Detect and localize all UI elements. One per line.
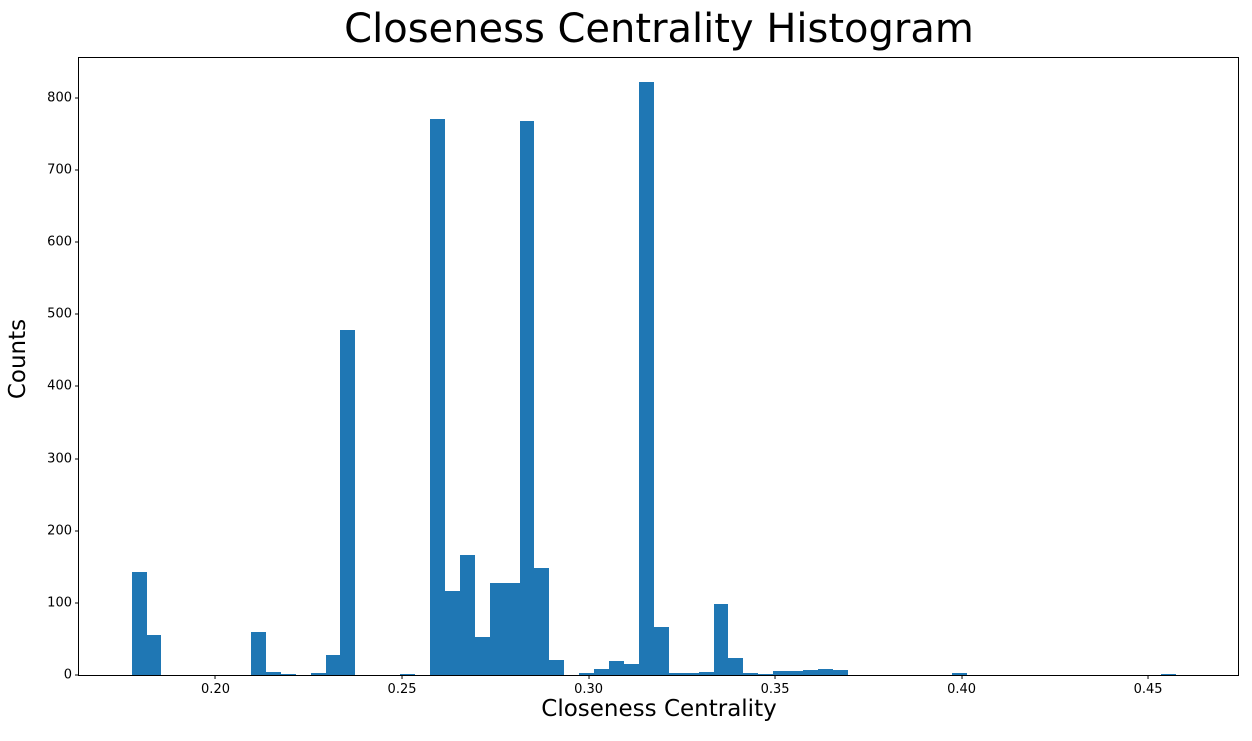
histogram-bar <box>788 671 804 675</box>
x-tick: 0.20 <box>201 675 230 697</box>
x-tick-label: 0.35 <box>760 682 790 697</box>
histogram-bar <box>265 672 281 675</box>
x-tick: 0.35 <box>761 675 790 697</box>
histogram-bar <box>146 635 162 675</box>
x-tick-label: 0.40 <box>947 682 977 697</box>
y-tick-label: 600 <box>47 234 72 250</box>
y-tick-label: 500 <box>47 306 72 322</box>
x-tick-label: 0.20 <box>201 682 230 697</box>
histogram-bar <box>609 660 624 675</box>
histogram-bar <box>832 669 848 675</box>
histogram-bar <box>579 672 595 675</box>
y-tick: 200 <box>47 523 79 538</box>
histogram-bar <box>534 568 550 675</box>
x-tick-mark <box>961 675 963 679</box>
x-tick-label: 0.25 <box>387 682 417 697</box>
y-tick-label: 0 <box>63 667 72 683</box>
histogram-bar <box>504 583 520 675</box>
y-tick: 800 <box>47 90 79 105</box>
y-tick-mark <box>75 530 79 532</box>
histogram-bar <box>519 120 535 675</box>
histogram-bar <box>817 669 833 675</box>
chart-title: Closeness Centrality Histogram <box>344 6 974 52</box>
histogram-bar <box>683 672 699 675</box>
histogram-bar <box>444 590 460 675</box>
histogram-bar <box>952 672 968 675</box>
y-tick-mark <box>75 385 79 387</box>
histogram-bar <box>728 658 744 675</box>
y-tick-mark <box>75 97 79 99</box>
histogram-bar <box>430 119 445 675</box>
histogram-bar <box>131 571 147 675</box>
x-tick-label: 0.45 <box>1133 682 1163 697</box>
x-tick-label: 0.30 <box>574 682 604 697</box>
histogram-bar <box>803 669 818 675</box>
y-tick: 400 <box>47 379 79 394</box>
x-tick: 0.45 <box>1134 675 1163 697</box>
y-tick-label: 100 <box>47 595 72 611</box>
histogram-bar <box>340 330 356 675</box>
histogram-bar <box>250 631 266 675</box>
x-tick: 0.40 <box>947 675 976 697</box>
histogram-bar <box>653 627 669 675</box>
histogram-bar <box>743 672 759 675</box>
x-tick-mark <box>588 675 590 679</box>
y-tick: 100 <box>47 595 79 610</box>
histogram-bar <box>668 672 684 675</box>
histogram-bar <box>1161 673 1177 675</box>
x-tick: 0.25 <box>388 675 417 697</box>
histogram-bar <box>773 671 789 675</box>
y-tick-label: 200 <box>47 523 72 539</box>
histogram-bar <box>489 583 505 675</box>
histogram-bar <box>459 555 475 675</box>
y-tick-mark <box>75 169 79 171</box>
y-tick-mark <box>75 602 79 604</box>
histogram-bar <box>280 673 296 675</box>
y-axis-label: Counts <box>5 318 31 400</box>
histogram-bar <box>549 659 565 675</box>
y-tick-label: 300 <box>47 451 72 467</box>
y-tick-label: 800 <box>47 90 72 106</box>
histogram-bar <box>474 636 490 675</box>
y-tick-label: 700 <box>47 162 72 178</box>
x-axis-label: Closeness Centrality <box>541 696 777 722</box>
histogram-bar <box>713 604 729 675</box>
histogram-bar <box>594 669 610 675</box>
y-tick: 300 <box>47 451 79 466</box>
y-tick: 500 <box>47 307 79 322</box>
histogram-bar <box>623 664 639 675</box>
y-tick-mark <box>75 458 79 460</box>
histogram-bar <box>758 673 774 675</box>
histogram-bar <box>310 672 326 675</box>
y-tick-mark <box>75 241 79 243</box>
x-tick-mark <box>1147 675 1149 679</box>
y-tick: 700 <box>47 162 79 177</box>
plot-area: 0.20 0.25 0.30 0.35 0.40 0.45 0 100 200 300 400 50… <box>47 57 1239 697</box>
histogram-bar <box>325 654 341 675</box>
histogram-bar <box>638 81 654 675</box>
x-tick: 0.30 <box>574 675 603 697</box>
x-tick-mark <box>401 675 403 679</box>
y-tick-mark <box>75 674 79 676</box>
x-tick-mark <box>774 675 776 679</box>
y-tick-mark <box>75 313 79 315</box>
histogram-bar <box>400 673 416 675</box>
histogram-bar <box>698 672 714 675</box>
y-tick-label: 400 <box>47 378 72 394</box>
y-tick: 0 <box>64 668 79 683</box>
x-tick-mark <box>215 675 217 679</box>
y-tick: 600 <box>47 235 79 250</box>
